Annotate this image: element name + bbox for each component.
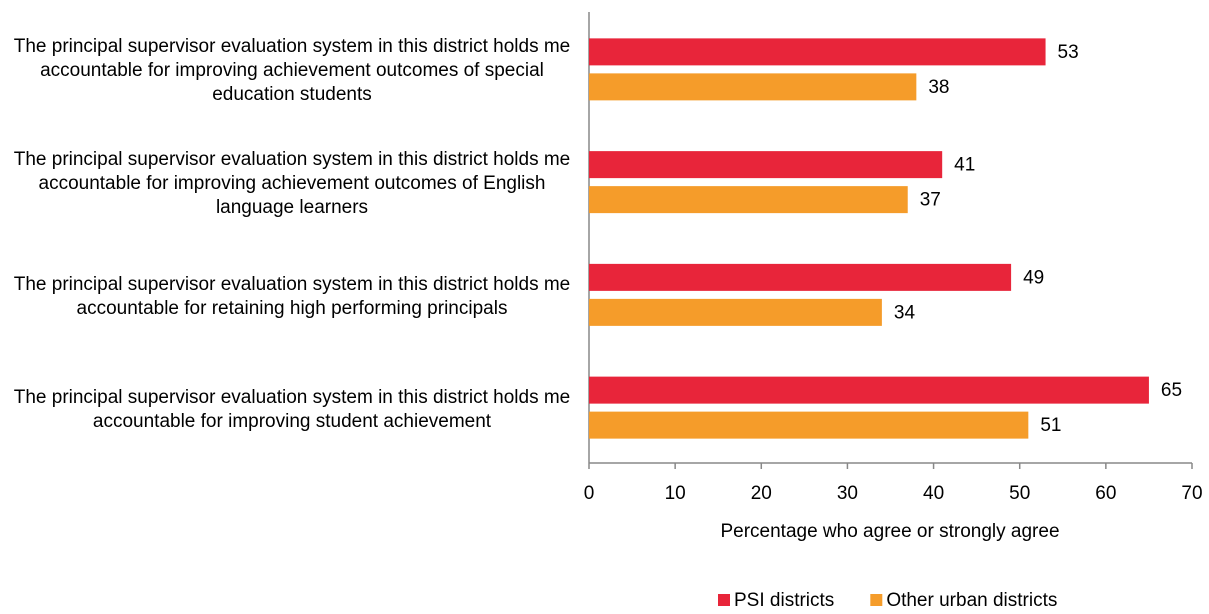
bar [589,376,1149,404]
data-label: 37 [920,190,941,211]
x-tick-label: 30 [837,483,858,504]
data-label: 51 [1040,415,1061,436]
data-label: 65 [1161,380,1182,401]
data-label: 38 [928,77,949,98]
legend-label: Other urban districts [886,590,1057,611]
bar [589,298,882,326]
category-label: The principal supervisor evaluation syst… [13,273,571,319]
x-tick-label: 70 [1181,483,1202,504]
x-tick-label: 50 [1009,483,1030,504]
x-tick-label: 0 [584,483,595,504]
legend-swatch [870,594,883,606]
data-label: 34 [894,302,916,323]
data-label: 49 [1023,267,1044,288]
category-label: The principal supervisor evaluation syst… [13,36,571,106]
bar [589,151,943,179]
category-label: The principal supervisor evaluation syst… [13,149,571,219]
bar [589,38,1046,66]
bar [589,411,1029,439]
x-tick-label: 60 [1095,483,1116,504]
data-label: 41 [954,155,975,176]
bar [589,73,917,101]
x-tick-label: 20 [751,483,772,504]
data-label: 53 [1058,42,1079,63]
x-tick-label: 10 [665,483,686,504]
bar [589,186,908,214]
x-axis-label: Percentage who agree or strongly agree [720,521,1059,542]
legend-label: PSI districts [734,590,834,611]
category-label: The principal supervisor evaluation syst… [13,386,571,432]
legend-swatch [718,594,730,606]
x-tick-label: 40 [923,483,944,504]
bar [589,263,1012,291]
